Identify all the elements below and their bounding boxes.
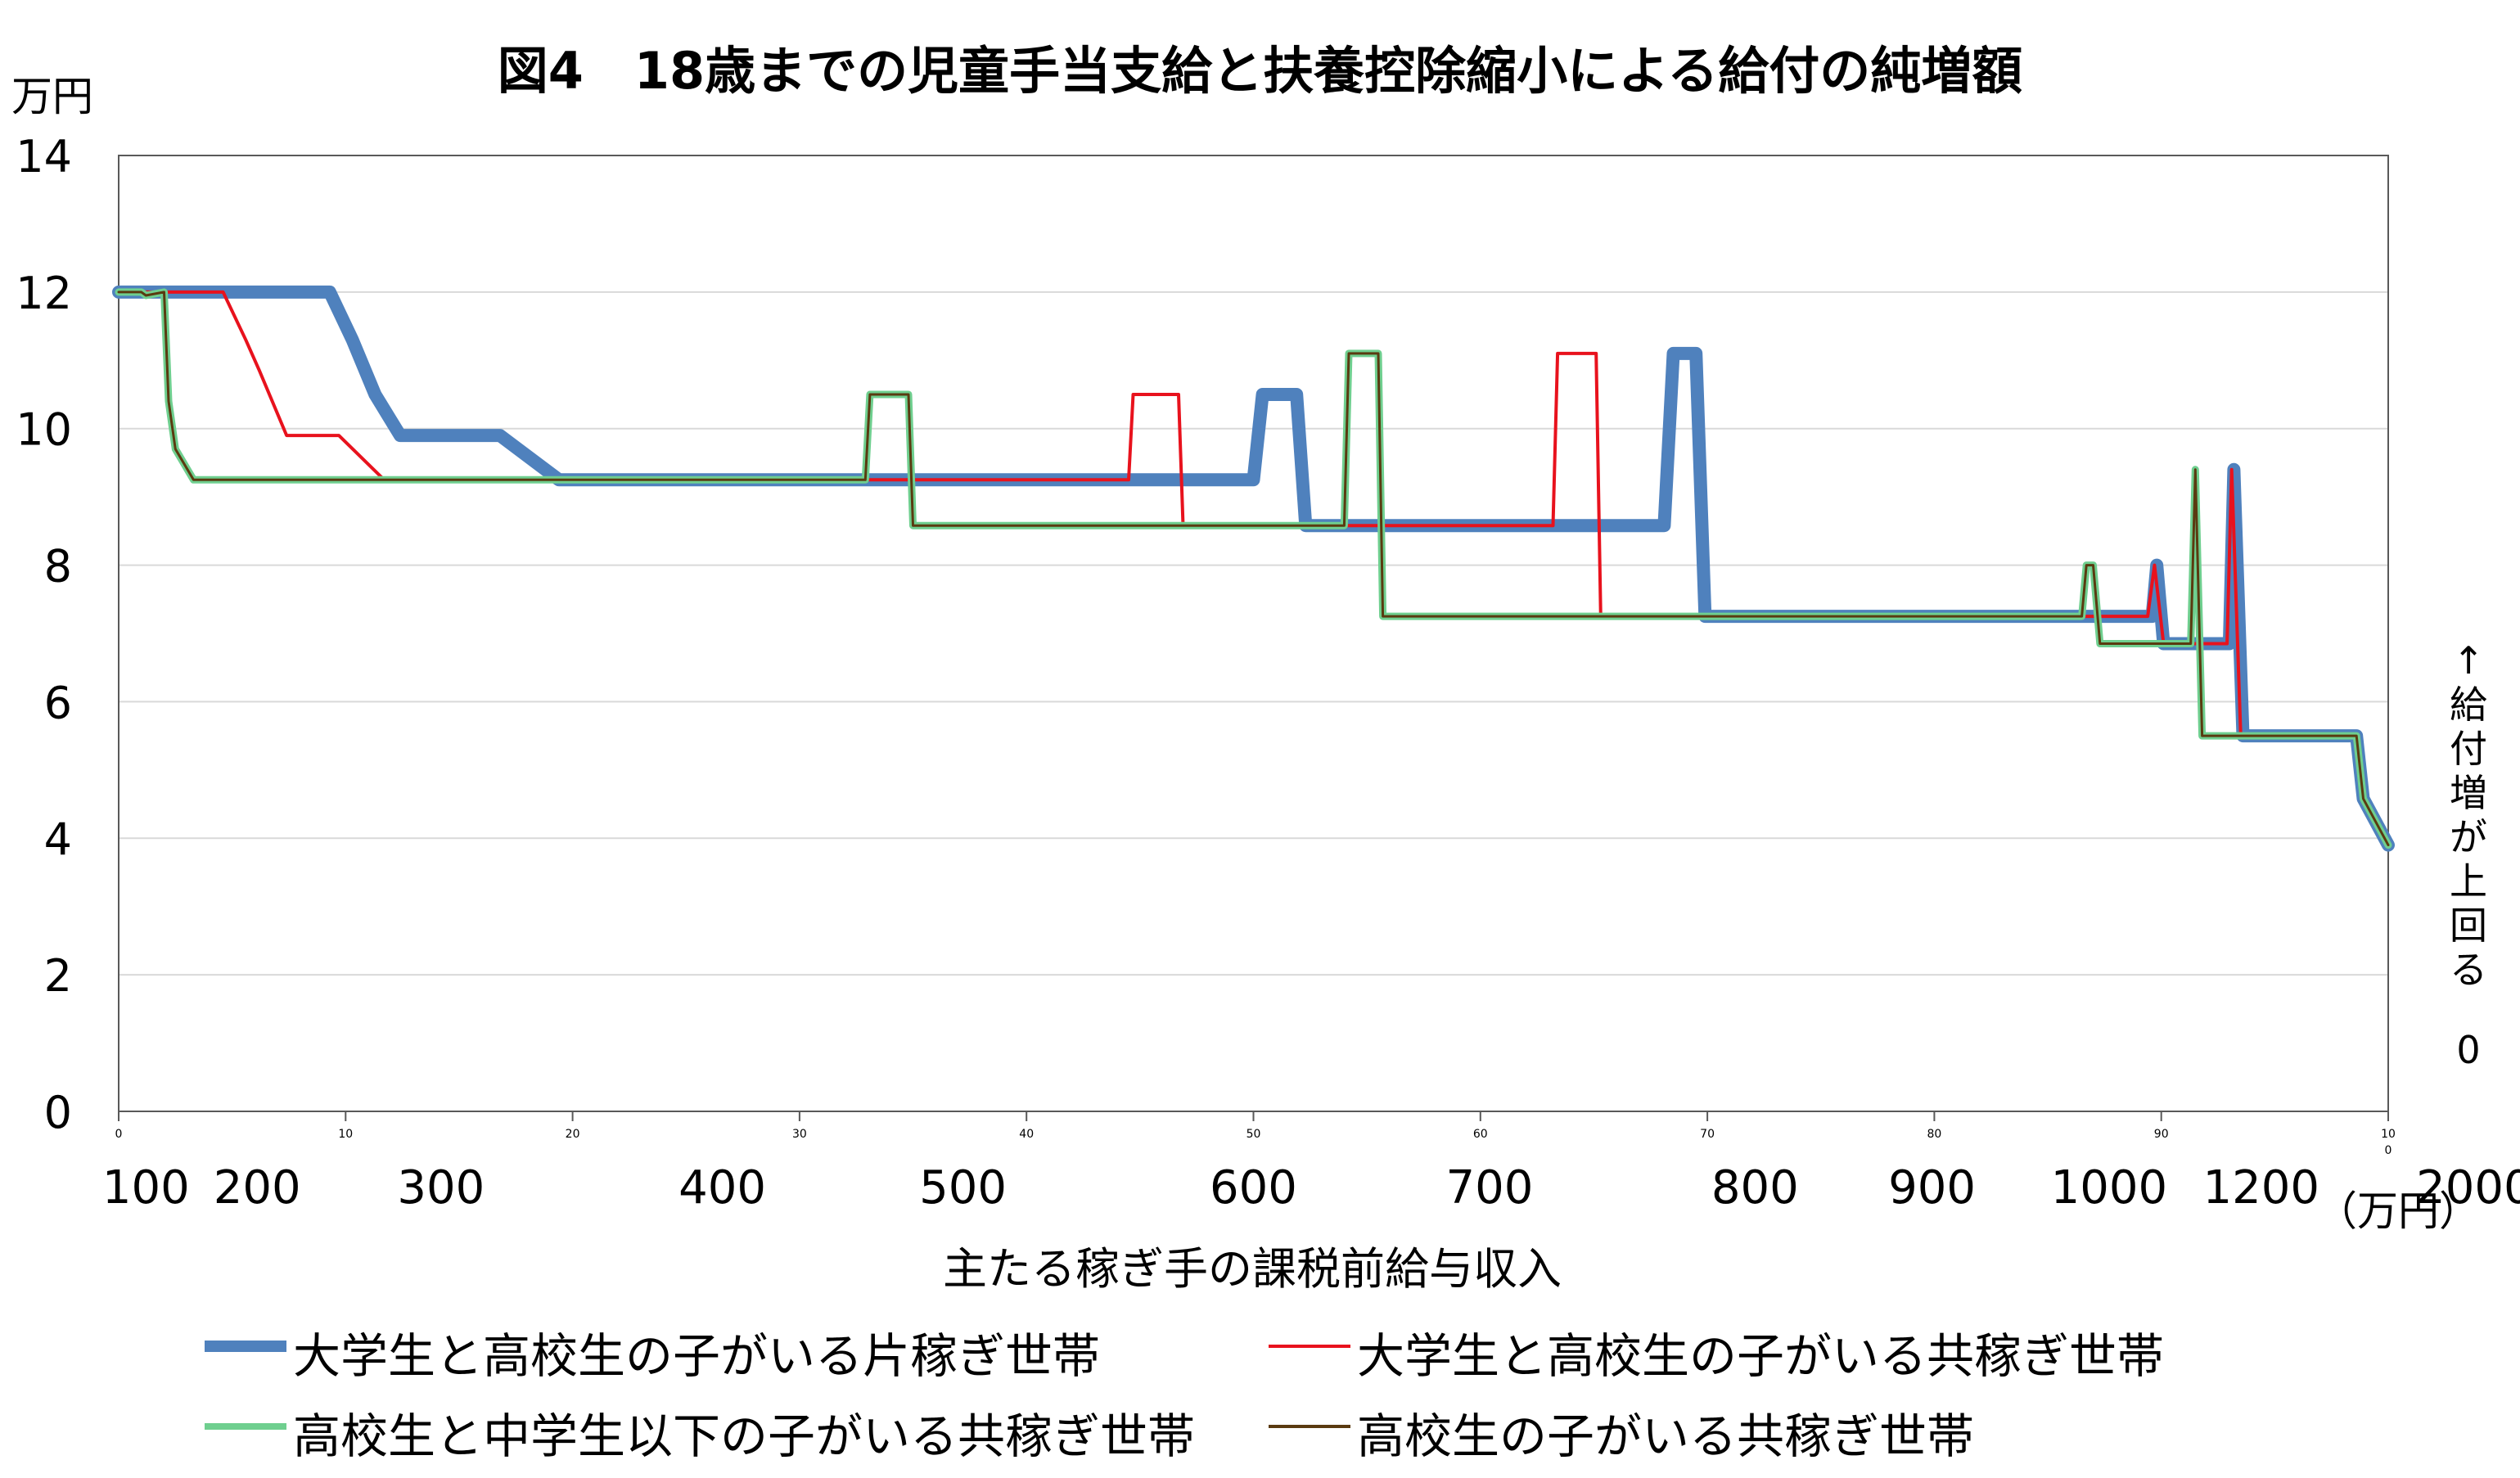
legend-label: 大学生と高校生の子がいる共稼ぎ世帯 [1357,1328,2165,1384]
x-small-tick-label: 90 [2154,1128,2169,1141]
legend-label: 高校生の子がいる共稼ぎ世帯 [1357,1408,1975,1464]
x-income-label: 100 [102,1161,190,1214]
y-tick-label: 8 [44,541,72,593]
x-small-tick-label: 0 [2385,1144,2392,1157]
legend-label: 高校生と中学生以下の子がいる共稼ぎ世帯 [293,1408,1196,1464]
y-tick-label: 14 [16,131,72,182]
x-income-label: 1200 [2202,1161,2319,1214]
x-income-label: 1000 [2051,1161,2168,1214]
legend-label: 大学生と高校生の子がいる片稼ぎ世帯 [293,1328,1101,1384]
axes [118,155,2389,1121]
x-small-tick-label: 30 [792,1128,807,1141]
x-axis-title: 主たる稼ぎ手の課税前給与収入 [943,1243,1562,1295]
legend: 大学生と高校生の子がいる片稼ぎ世帯 大学生と高校生の子がいる共稼ぎ世帯 高校生と… [205,1309,2414,1473]
x-income-label: 700 [1445,1161,1533,1214]
y-tick-label: 4 [44,813,72,865]
x-small-tick-label: 40 [1019,1128,1034,1141]
y-tick-label: 12 [16,268,72,319]
x-small-tick-label: 60 [1473,1128,1488,1141]
y-tick-label: 0 [44,1087,72,1138]
x-income-label: 600 [1210,1161,1297,1214]
legend-swatch [1269,1345,1350,1348]
legend-swatch [205,1423,286,1430]
gridlines [119,155,2388,976]
y-tick-label: 6 [44,677,72,728]
x-income-label: 2000 [2416,1161,2520,1214]
x-small-tick-label: 70 [1700,1128,1715,1141]
x-small-tick-label: 10 [2381,1128,2396,1141]
annotation-benefit-exceeds: ↑ 給付増が上回る 0 [2446,638,2491,1072]
x-small-tick-label: 0 [115,1128,123,1141]
y-tick-label: 2 [44,950,72,1002]
series-line [115,288,2392,849]
series-line [117,291,2390,847]
x-income-label: 500 [919,1161,1007,1214]
legend-swatch [1269,1425,1350,1428]
plot-area-border [118,155,2389,1112]
x-income-label: 200 [214,1161,301,1214]
x-small-tick-label: 50 [1246,1128,1261,1141]
series-line [112,285,2395,852]
series-line [117,290,2390,847]
x-income-label: 300 [397,1161,485,1214]
x-axis-unit: （万円） [2316,1187,2480,1235]
y-axis-unit: 万円 [11,73,93,120]
x-small-tick-label: 20 [566,1128,580,1141]
series-lines [112,285,2395,852]
annotation-zero: 0 [2456,1028,2481,1072]
chart-title: 図4 18歳までの児童手当支給と扶養控除縮小による給付の純増額 [497,41,2023,101]
y-tick-label: 10 [16,404,72,456]
annotation-text: ↑ 給付増が上回る [2450,638,2487,992]
legend-swatch [205,1341,286,1352]
x-income-label: 400 [678,1161,766,1214]
x-small-tick-label: 10 [338,1128,353,1141]
x-income-label: 900 [1888,1161,1976,1214]
x-small-tick-label: 80 [1927,1128,1941,1141]
x-income-label: 800 [1711,1161,1799,1214]
